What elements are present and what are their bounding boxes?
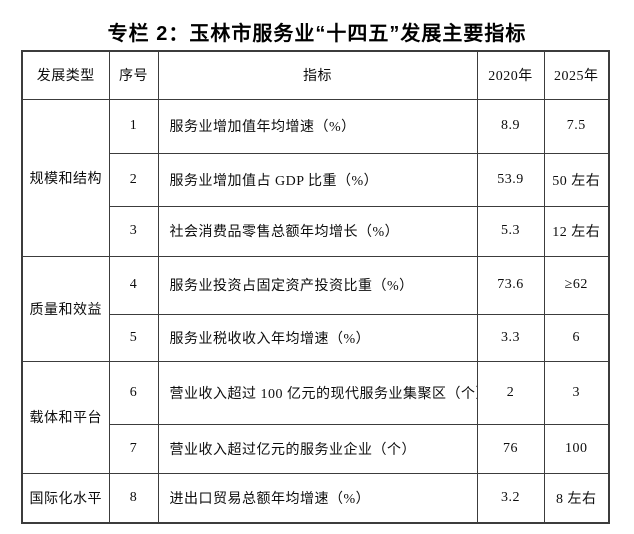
indicator-cell: 营业收入超过亿元的服务业企业（个） bbox=[157, 423, 478, 474]
col-header-indicator: 指标 bbox=[157, 50, 478, 100]
row-number-cell: 7 bbox=[108, 423, 159, 474]
row-number-cell: 3 bbox=[108, 205, 159, 257]
indicator-cell: 营业收入超过 100 亿元的现代服务业集聚区（个） bbox=[157, 360, 478, 425]
indicator-cell: 服务业税收收入年均增速（%） bbox=[157, 313, 478, 362]
value-2020-cell: 73.6 bbox=[476, 255, 545, 315]
group-cell-internationalization: 国际化水平 bbox=[21, 472, 110, 524]
value-2025-cell: ≥62 bbox=[543, 255, 610, 315]
row-number-cell: 5 bbox=[108, 313, 159, 362]
value-2020-cell: 53.9 bbox=[476, 152, 545, 207]
indicator-cell: 服务业投资占固定资产投资比重（%） bbox=[157, 255, 478, 315]
table-row: 载体和平台 6 营业收入超过 100 亿元的现代服务业集聚区（个） 2 3 bbox=[21, 360, 610, 474]
row-number-cell: 6 bbox=[108, 360, 159, 425]
value-2020-cell: 8.9 bbox=[476, 98, 545, 154]
table-row: 规模和结构 1 服务业增加值年均增速（%） 8.9 7.5 bbox=[21, 98, 610, 257]
row-number-cell: 8 bbox=[108, 472, 159, 524]
table-row: 3 社会消费品零售总额年均增长（%） 5.3 12 左右 bbox=[22, 205, 610, 257]
indicators-table: 发展类型 序号 指标 2020年 2025年 规模和结构 1 服务业增加值年均增… bbox=[21, 50, 610, 524]
group-cell-scale-structure: 规模和结构 bbox=[21, 98, 110, 257]
value-2020-cell: 3.2 bbox=[476, 472, 545, 524]
value-2025-cell: 100 bbox=[543, 423, 610, 474]
col-header-serial-number: 序号 bbox=[108, 50, 159, 100]
value-2020-cell: 76 bbox=[476, 423, 545, 474]
row-number-cell: 4 bbox=[108, 255, 159, 315]
table-row: 质量和效益 4 服务业投资占固定资产投资比重（%） 73.6 ≥62 bbox=[21, 255, 610, 362]
header-row: 发展类型 序号 指标 2020年 2025年 bbox=[21, 50, 610, 100]
col-header-2025: 2025年 bbox=[543, 50, 610, 100]
value-2025-cell: 50 左右 bbox=[543, 152, 610, 207]
page-title: 专栏 2：玉林市服务业“十四五”发展主要指标 bbox=[107, 23, 527, 45]
row-number-cell: 1 bbox=[108, 98, 159, 154]
table-row: 2 服务业增加值占 GDP 比重（%） 53.9 50 左右 bbox=[22, 152, 610, 207]
value-2020-cell: 3.3 bbox=[476, 313, 545, 362]
row-number-cell: 2 bbox=[108, 152, 159, 207]
indicator-cell: 服务业增加值占 GDP 比重（%） bbox=[157, 152, 478, 207]
value-2025-cell: 8 左右 bbox=[543, 472, 610, 524]
table-row: 7 营业收入超过亿元的服务业企业（个） 76 100 bbox=[22, 423, 610, 474]
value-2025-cell: 3 bbox=[543, 360, 610, 425]
value-2025-cell: 6 bbox=[543, 313, 610, 362]
group-cell-quality-efficiency: 质量和效益 bbox=[21, 255, 110, 362]
group-cell-carrier-platform: 载体和平台 bbox=[21, 360, 110, 474]
value-2020-cell: 2 bbox=[476, 360, 545, 425]
indicator-cell: 服务业增加值年均增速（%） bbox=[157, 98, 478, 154]
table-row: 国际化水平 8 进出口贸易总额年均增速（%） 3.2 8 左右 bbox=[21, 472, 610, 524]
value-2020-cell: 5.3 bbox=[476, 205, 545, 257]
col-header-development-type: 发展类型 bbox=[21, 50, 110, 100]
value-2025-cell: 7.5 bbox=[543, 98, 610, 154]
value-2025-cell: 12 左右 bbox=[543, 205, 610, 257]
indicator-cell: 社会消费品零售总额年均增长（%） bbox=[157, 205, 478, 257]
col-header-2020: 2020年 bbox=[476, 50, 545, 100]
indicator-cell: 进出口贸易总额年均增速（%） bbox=[157, 472, 478, 524]
table-row: 5 服务业税收收入年均增速（%） 3.3 6 bbox=[22, 313, 610, 362]
